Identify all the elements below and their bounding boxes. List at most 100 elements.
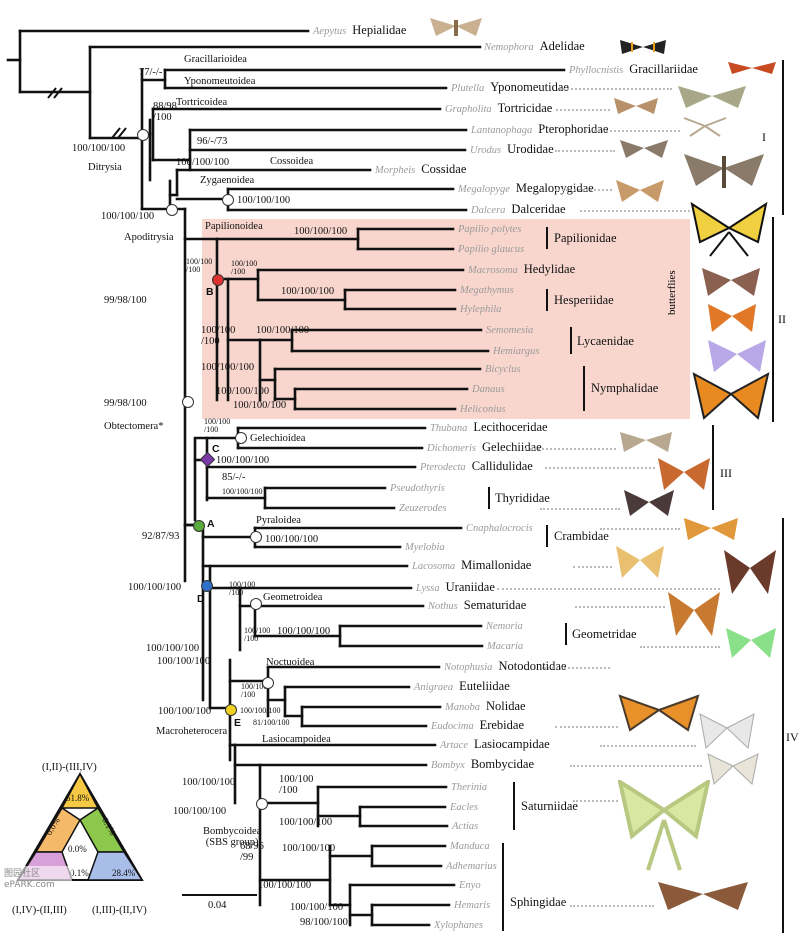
moth-image-mimallonidae (616, 546, 664, 578)
support-value: 100/100 /100 (204, 417, 231, 435)
genus-name: Nemoria (486, 621, 523, 632)
taxon-label-t6: Lantanophaga Pterophoridae (471, 123, 608, 137)
support-value: 100/100/100 (233, 400, 287, 411)
genus-name: Hemaris (454, 900, 491, 911)
moth-image-tortricidae (614, 98, 658, 114)
family-papilionidae: Papilionidae (554, 231, 617, 245)
support-value: 100/100/100 (182, 777, 236, 788)
lycaenidae-bar (570, 327, 572, 354)
svg-text:ePARK.com: ePARK.com (4, 880, 55, 890)
taxon-label-t15: Hylephila (460, 302, 507, 316)
clade-apoditrysia: Apoditrysia (124, 232, 174, 243)
moth-image-lasiocampidae (699, 713, 755, 750)
butterfly-image-hedylidae (702, 268, 760, 296)
genus-name: Thubana (430, 423, 468, 434)
dotted-leader (640, 646, 720, 648)
taxon-label-t7: Urodus Urodidae (470, 143, 554, 157)
genus-name: Notophusia (444, 662, 493, 673)
family-thyrididae: Thyrididae (495, 491, 550, 505)
family-name: Mimallonidae (461, 558, 532, 572)
superfamily-pyraloidea: Pyraloidea (256, 515, 301, 526)
taxon-label-t16: Semomesia (486, 323, 539, 337)
butterfly-image-nymphalidae (692, 372, 770, 420)
support-value: 100/100/100 (279, 817, 333, 828)
node-zygaenoidea (222, 194, 234, 206)
dotted-leader (541, 667, 610, 669)
dotted-leader (570, 905, 654, 907)
butterfly-image-papilionidae (690, 202, 768, 257)
family-name: Gelechiidae (482, 440, 542, 454)
moth-image-crambidae (684, 518, 738, 540)
support-value: 100/100/100 (216, 386, 270, 397)
genus-name: Macrosoma (468, 265, 518, 276)
superfamily-zygaenoidea: Zygaenoidea (200, 175, 255, 186)
family-name: Cossidae (421, 162, 467, 176)
triangle-top-value: 51.8% (66, 793, 90, 803)
support-value: 100/100/100 (294, 226, 348, 237)
moth-image-yponomeutidae (678, 86, 746, 108)
taxon-label-t13: Macrosoma Hedylidae (468, 263, 575, 277)
node-label-D: D (197, 593, 205, 605)
superfamily-gelechioidea: Gelechioidea (250, 433, 306, 444)
triangle-corner-value: 28.4% (112, 868, 136, 878)
superfamily-tortricoidea: Tortricoidea (176, 97, 228, 108)
node-bombycoidea (256, 798, 268, 810)
genus-name: Plutella (451, 83, 485, 94)
taxon-label-t12: Papilio glaucus (458, 242, 530, 256)
taxon-label-t8: Morpheis Cossidae (375, 163, 466, 177)
moth-image-pterophoridae (683, 117, 727, 137)
taxon-label-t44: Enyo (459, 878, 487, 892)
genus-name: Bombyx (431, 760, 465, 771)
support-value: 68/96 /99 (240, 841, 264, 864)
family-name: Tortricidae (497, 101, 553, 115)
support-value: 100/100/100 (201, 362, 255, 373)
genus-name: Urodus (470, 145, 502, 156)
family-saturniidae: Saturniidae (521, 799, 578, 813)
dotted-leader (556, 109, 610, 111)
scale-bar-label: 0.04 (208, 900, 227, 911)
genus-name: Artace (440, 740, 468, 751)
taxon-label-t34: Anigraea Euteliidae (414, 680, 510, 694)
genus-name: Hylephila (460, 304, 502, 315)
taxon-label-t30: Nothus Sematuridae (428, 599, 526, 613)
moth-image-uraniidae (724, 550, 776, 594)
taxon-label-t40: Eacles (450, 800, 484, 814)
axis-break-marks (47, 87, 127, 139)
support-value: 100/100/100 (146, 643, 200, 654)
taxon-label-t14: Megathymus (460, 283, 520, 297)
group-IV-bracket (782, 518, 784, 933)
moth-image-urodidae (620, 140, 668, 158)
family-name: Gracillariidae (629, 62, 698, 76)
dotted-leader (497, 588, 720, 590)
support-value: 100/100/100 (173, 806, 227, 817)
family-name: Callidulidae (471, 459, 533, 473)
genus-name: Heliconius (460, 404, 506, 415)
genus-name: Morpheis (375, 165, 416, 176)
node-label-C: C (212, 443, 220, 455)
moth-image-sphingidae (658, 882, 748, 910)
dotted-leader (560, 88, 672, 90)
genus-name: Aepytus (313, 26, 347, 37)
family-name: Pterophoridae (538, 122, 609, 136)
butterfly-image-lycaenidae (708, 340, 766, 372)
support-value: 88/98 /100 (153, 101, 177, 124)
taxon-label-t1: Aepytus Hepialidae (313, 24, 406, 38)
support-value: 100/100/100 (282, 843, 336, 854)
superfamily-cossoidea: Cossoidea (270, 156, 314, 167)
genus-name: Eacles (450, 802, 478, 813)
thyrididae-bar (488, 487, 490, 509)
genus-name: Manoba (445, 702, 480, 713)
genus-name: Macaria (487, 641, 524, 652)
group-I-bracket (782, 60, 784, 215)
taxon-label-t24: Pseudothyris (390, 481, 451, 495)
group-III-label: III (720, 466, 732, 480)
genus-name: Megalopyge (458, 184, 510, 195)
node-apoditrysia (166, 204, 178, 216)
support-value: 100/100/100 (157, 656, 211, 667)
support-value: 100/100/100 (72, 143, 126, 154)
moth-image-thyrididae (624, 490, 674, 516)
node-geometroidea (250, 598, 262, 610)
taxon-label-t29: Lyssa Uraniidae (416, 581, 495, 595)
taxon-label-t45: Hemaris (454, 898, 496, 912)
